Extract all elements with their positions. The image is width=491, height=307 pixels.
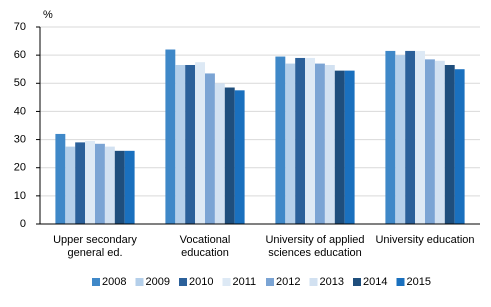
legend-swatch [222,278,231,286]
legend-label: 2014 [363,276,387,288]
bar [175,64,186,224]
legend-label: 2008 [102,276,126,288]
bar [185,64,196,224]
bar [85,140,95,224]
bar [95,143,105,224]
x-tick-label: Upper secondary general ed. [53,234,137,259]
bar [295,57,306,225]
bar [454,69,465,224]
legend-label: 2011 [233,276,257,288]
bar [205,73,215,224]
legend-swatch [309,278,318,286]
legend-swatch [92,278,100,286]
bar [124,150,135,224]
bar [234,90,245,224]
bar [434,60,445,225]
y-tick-label: 50 [14,77,26,89]
bar [224,87,235,224]
y-tick-label: 60 [14,49,26,61]
bar [75,142,86,224]
bar [165,49,176,225]
bar [305,57,315,225]
legend-swatch [266,278,274,286]
bar [104,146,115,224]
bar [334,70,345,224]
bar [415,50,425,224]
bar [324,64,335,224]
y-tick-label: 40 [14,105,26,117]
bar [315,63,325,225]
y-tick-label: 20 [14,162,26,174]
bar [444,64,455,224]
bar [114,150,125,224]
bar [275,56,286,224]
legend-label: 2012 [276,276,300,288]
bar [385,50,396,224]
legend-label: 2010 [189,276,213,288]
legend-label: 2013 [320,276,344,288]
bar [55,133,66,224]
bar [425,59,435,224]
x-tick-label: University of applied sciences education [265,234,364,259]
y-tick-label: 30 [14,133,26,145]
y-tick-label: 70 [14,21,26,33]
legend-label: 2009 [146,276,170,288]
legend-swatch [396,278,405,286]
bar [195,62,205,224]
y-tick-label: 0 [20,218,26,230]
legend-swatch [179,278,187,286]
legend-label: 2015 [407,276,431,288]
bar [405,50,416,224]
y-axis-label: % [43,9,53,21]
y-tick-label: 10 [14,190,26,202]
x-tick-label: Vocational education [180,234,231,259]
legend-swatch [353,278,361,286]
bar [395,55,406,225]
bar [285,63,296,225]
bar [65,146,76,224]
x-tick-label: University education [375,234,474,246]
bar [214,83,225,225]
legend-swatch [135,278,144,286]
bar [344,70,355,224]
